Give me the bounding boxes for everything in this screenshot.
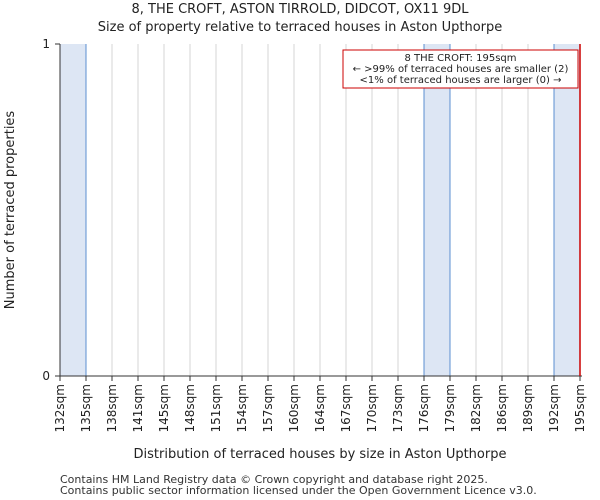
x-tick-label: 170sqm <box>365 384 379 432</box>
x-tick-label: 151sqm <box>209 384 223 432</box>
footer-copyright: Contains HM Land Registry data © Crown c… <box>60 473 488 486</box>
y-axis-label: Number of terraced properties <box>3 111 18 310</box>
x-tick-label: 141sqm <box>131 384 145 432</box>
x-tick-label: 179sqm <box>443 384 457 432</box>
chart-subtitle: Size of property relative to terraced ho… <box>97 20 503 35</box>
x-tick-label: 135sqm <box>79 384 93 432</box>
x-tick-label: 182sqm <box>469 384 483 432</box>
annotation-line: ← >99% of terraced houses are smaller (2… <box>353 64 569 75</box>
x-tick-label: 167sqm <box>339 384 353 432</box>
x-tick-label: 148sqm <box>183 384 197 432</box>
chart-title: 8, THE CROFT, ASTON TIRROLD, DIDCOT, OX1… <box>131 2 469 17</box>
x-tick-label: 173sqm <box>391 384 405 432</box>
bar <box>424 44 450 376</box>
x-tick-label: 160sqm <box>287 384 301 432</box>
x-tick-label: 195sqm <box>573 384 587 432</box>
x-tick-label: 192sqm <box>547 384 561 432</box>
annotation-line: <1% of terraced houses are larger (0) → <box>360 75 562 86</box>
bar <box>554 44 580 376</box>
x-axis-label: Distribution of terraced houses by size … <box>134 447 507 462</box>
x-tick-label: 145sqm <box>157 384 171 432</box>
x-tick-label: 132sqm <box>53 384 67 432</box>
x-tick-label: 186sqm <box>495 384 509 432</box>
footer-licence: Contains public sector information licen… <box>60 484 537 497</box>
x-tick-label: 154sqm <box>235 384 249 432</box>
y-tick-label: 1 <box>42 37 50 51</box>
x-tick-label: 138sqm <box>105 384 119 432</box>
x-tick-label: 164sqm <box>313 384 327 432</box>
annotation-box <box>342 49 579 89</box>
annotation-line: 8 THE CROFT: 195sqm <box>405 53 517 64</box>
bar <box>60 44 86 376</box>
x-tick-label: 189sqm <box>521 384 535 432</box>
y-tick-label: 0 <box>42 369 50 383</box>
x-tick-label: 157sqm <box>261 384 275 432</box>
x-tick-label: 176sqm <box>417 384 431 432</box>
